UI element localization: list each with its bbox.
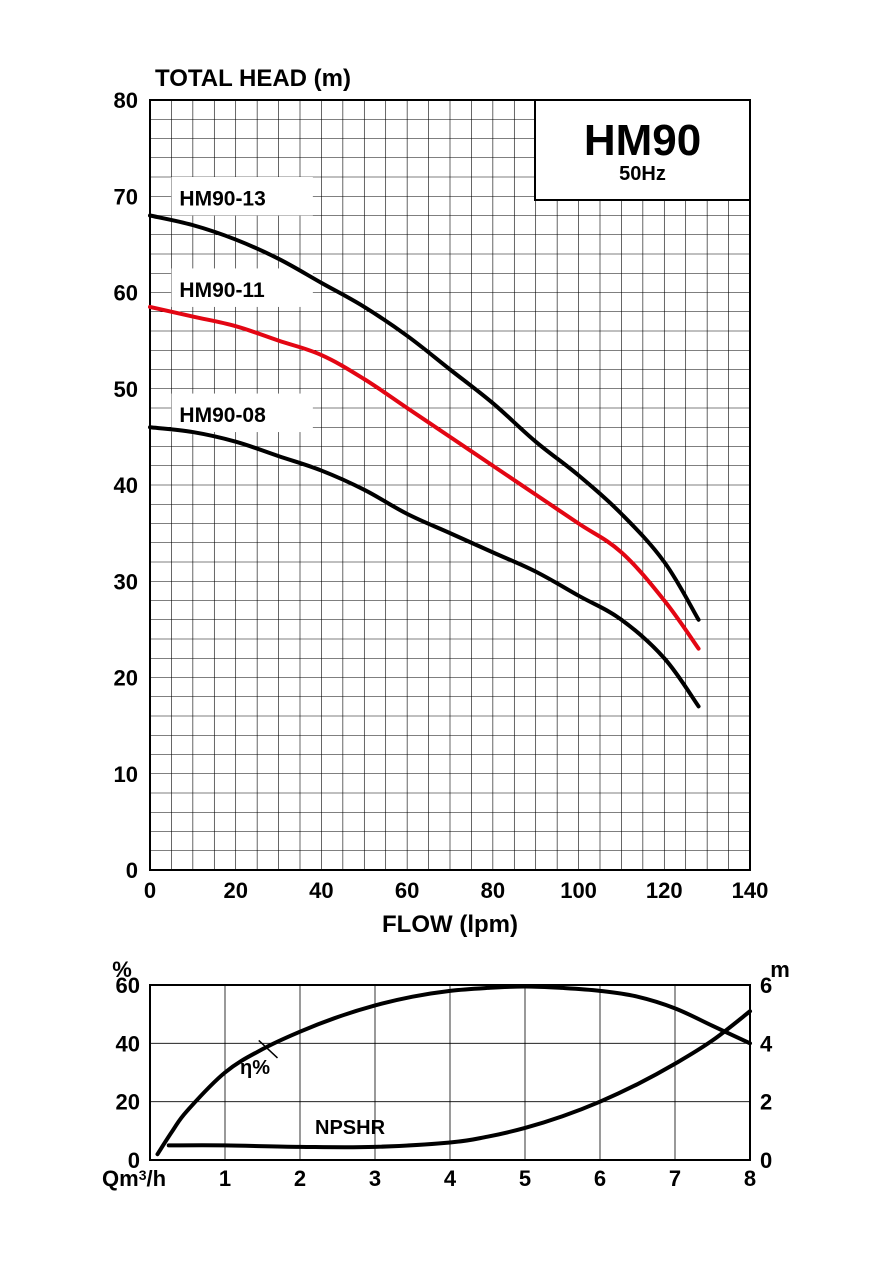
x-tick: 5 (519, 1166, 531, 1191)
x-tick: 80 (481, 878, 505, 903)
efficiency-label: η% (240, 1057, 270, 1079)
x-axis-label: FLOW (lpm) (382, 911, 518, 938)
y-tick: 60 (114, 281, 138, 306)
yl-tick: 20 (116, 1090, 140, 1115)
x-tick: 40 (309, 878, 333, 903)
series-label: HM90-08 (179, 404, 266, 427)
yl-tick: 60 (116, 973, 140, 998)
yr-tick: 2 (760, 1090, 772, 1115)
right-axis-label: m (770, 957, 790, 982)
yr-tick: 6 (760, 973, 772, 998)
y-tick: 40 (114, 473, 138, 498)
x-tick: 140 (732, 878, 769, 903)
y-tick: 30 (114, 569, 138, 594)
x-tick: 6 (594, 1166, 606, 1191)
x-tick: 0 (144, 878, 156, 903)
x-tick: 60 (395, 878, 419, 903)
yl-tick: 40 (116, 1031, 140, 1056)
x-axis-label-q: Qm3/h (102, 1166, 166, 1191)
chart-title: TOTAL HEAD (m) (155, 65, 351, 92)
x-tick: 8 (744, 1166, 756, 1191)
y-tick: 70 (114, 184, 138, 209)
y-tick: 50 (114, 377, 138, 402)
y-tick: 20 (114, 666, 138, 691)
x-tick: 3 (369, 1166, 381, 1191)
yr-tick: 4 (760, 1031, 773, 1056)
y-tick: 10 (114, 762, 138, 787)
x-tick: 1 (219, 1166, 231, 1191)
x-tick: 4 (444, 1166, 457, 1191)
x-tick: 2 (294, 1166, 306, 1191)
y-tick: 80 (114, 88, 138, 113)
npshr-label: NPSHR (315, 1117, 386, 1139)
x-tick: 20 (223, 878, 247, 903)
series-curve (150, 427, 699, 706)
y-tick: 0 (126, 858, 138, 883)
series-label: HM90-13 (179, 188, 265, 211)
main-chart: 0 20 40 60 80 100 120 140 0 10 20 30 40 50 60 70 80 TOTAL… (114, 65, 769, 938)
x-tick: 7 (669, 1166, 681, 1191)
x-tick: 120 (646, 878, 683, 903)
series-curve (150, 307, 699, 649)
x-tick: 100 (560, 878, 597, 903)
model-subtitle: 50Hz (619, 163, 666, 185)
yr-tick: 0 (760, 1148, 772, 1173)
npshr-curve (169, 1011, 750, 1147)
series-label: HM90-11 (179, 279, 265, 302)
model-title: HM90 (584, 116, 701, 165)
sub-chart: %0204060m0246Qm3/h12345678η%NPSHR (102, 957, 790, 1191)
